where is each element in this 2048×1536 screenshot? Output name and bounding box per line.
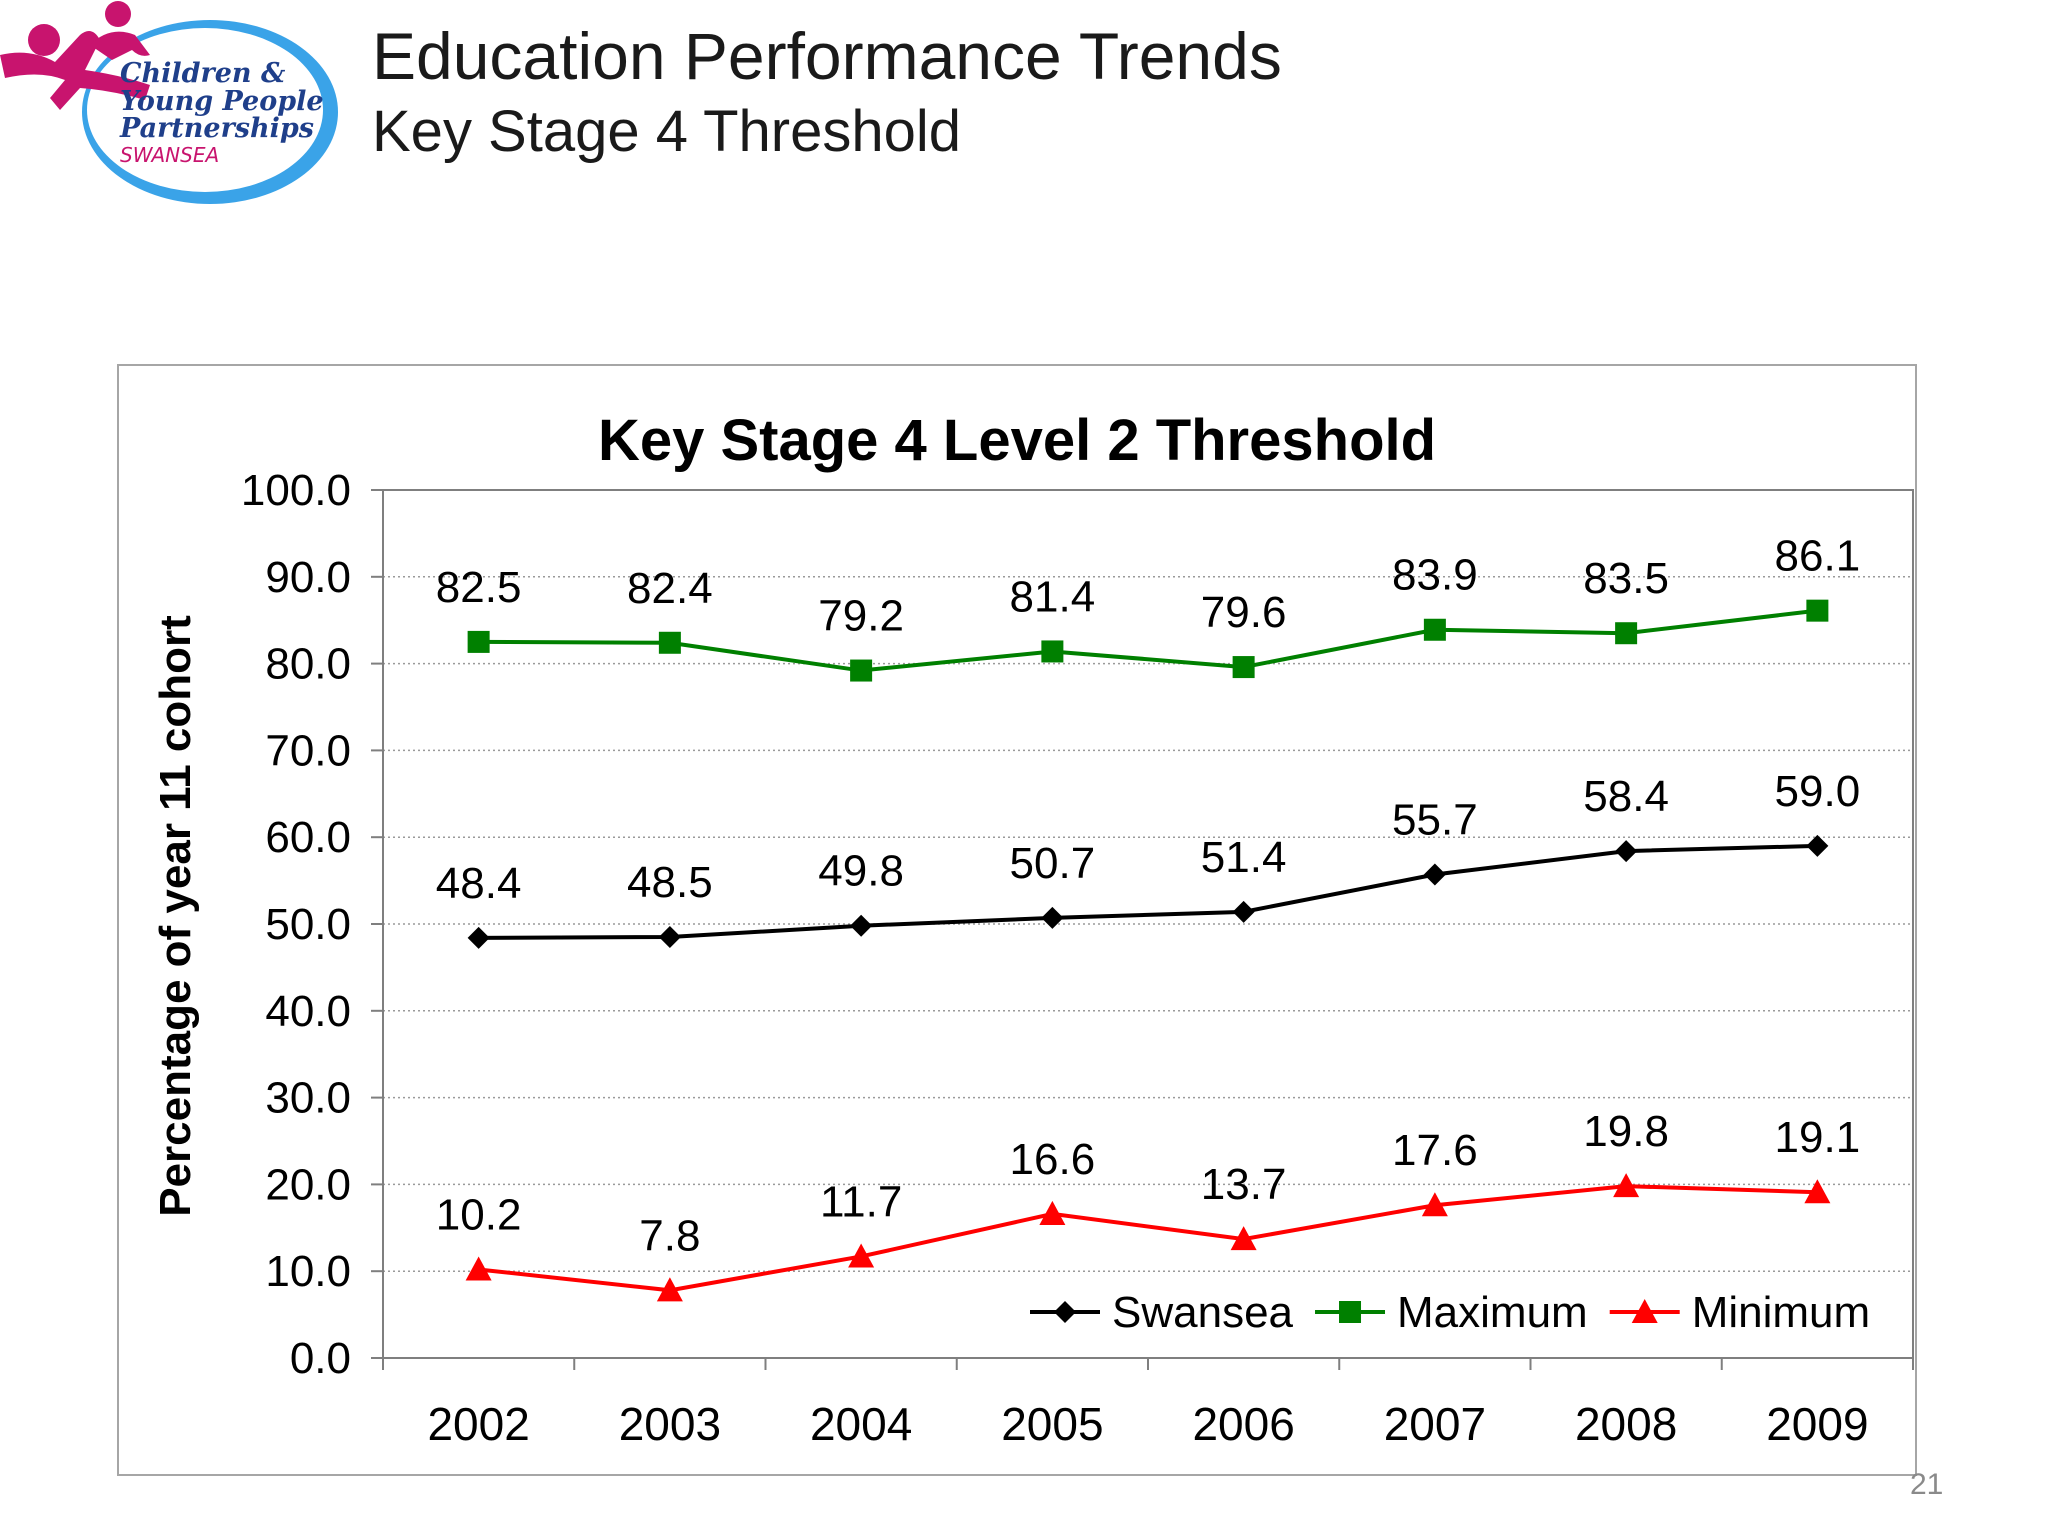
page-subtitle: Key Stage 4 Threshold xyxy=(372,99,961,164)
cypp-logo: Children & Young People Partnerships SWA… xyxy=(0,1,338,204)
data-point-swansea xyxy=(1423,863,1446,886)
series-line-minimum xyxy=(478,1184,1818,1293)
data-label-minimum: 7.8 xyxy=(639,1211,700,1260)
x-tick-label: 2009 xyxy=(1766,1398,1868,1450)
data-point-swansea xyxy=(1041,906,1064,929)
data-point-maximum xyxy=(1041,640,1064,663)
x-tick-label: 2008 xyxy=(1575,1398,1677,1450)
data-label-minimum: 10.2 xyxy=(436,1190,522,1239)
data-point-maximum xyxy=(658,631,681,654)
data-point-maximum xyxy=(1615,622,1638,645)
data-point-maximum xyxy=(467,630,490,653)
logo-figures-icon xyxy=(0,1,150,110)
data-point-swansea xyxy=(1615,840,1638,863)
legend-label-maximum: Maximum xyxy=(1397,1288,1588,1337)
data-label-swansea: 51.4 xyxy=(1201,833,1287,882)
data-label-maximum: 81.4 xyxy=(1010,572,1096,621)
legend-label-minimum: Minimum xyxy=(1692,1288,1870,1337)
data-label-swansea: 48.4 xyxy=(436,859,522,908)
data-label-minimum: 11.7 xyxy=(820,1177,902,1226)
data-point-maximum xyxy=(1423,618,1446,641)
y-tick-label: 80.0 xyxy=(265,640,351,689)
data-point-minimum xyxy=(1804,1179,1831,1204)
series-line-swansea xyxy=(478,843,1818,940)
y-tick-label: 40.0 xyxy=(265,987,351,1036)
data-label-swansea: 50.7 xyxy=(1010,839,1096,888)
data-point-maximum xyxy=(850,659,873,682)
data-label-minimum: 19.1 xyxy=(1775,1113,1861,1162)
y-tick-label: 10.0 xyxy=(265,1247,351,1296)
y-tick-label: 30.0 xyxy=(265,1074,351,1123)
data-label-minimum: 19.8 xyxy=(1583,1107,1669,1156)
logo-oval-inner xyxy=(87,28,323,192)
legend-marker-swansea xyxy=(1054,1301,1076,1323)
logo-line-2: Young People xyxy=(120,86,324,117)
series-line-maximum xyxy=(478,608,1818,673)
logo-line-3: Partnerships xyxy=(119,113,314,144)
y-tick-label: 70.0 xyxy=(265,726,351,775)
data-label-maximum: 82.5 xyxy=(436,563,522,612)
data-label-minimum: 13.7 xyxy=(1201,1160,1287,1209)
legend-marker-maximum xyxy=(1339,1301,1362,1323)
data-label-maximum: 83.5 xyxy=(1583,554,1669,603)
data-point-swansea xyxy=(1232,900,1255,923)
x-tick-label: 2003 xyxy=(619,1398,721,1450)
data-point-maximum xyxy=(1232,656,1255,679)
data-point-swansea xyxy=(850,914,873,937)
y-tick-label: 20.0 xyxy=(265,1160,351,1209)
data-label-maximum: 82.4 xyxy=(627,564,713,613)
y-tick-label: 0.0 xyxy=(290,1334,351,1383)
data-label-maximum: 83.9 xyxy=(1392,551,1478,600)
page-number: 21 xyxy=(1910,1468,1944,1501)
data-label-minimum: 16.6 xyxy=(1010,1135,1096,1184)
data-label-maximum: 79.2 xyxy=(818,592,904,641)
x-tick-label: 2006 xyxy=(1192,1398,1294,1450)
x-tick-label: 2007 xyxy=(1384,1398,1486,1450)
page-title: Education Performance Trends xyxy=(372,19,1282,93)
legend-marker-minimum xyxy=(1631,1299,1658,1324)
data-label-swansea: 48.5 xyxy=(627,858,713,907)
data-point-swansea xyxy=(658,926,681,949)
chart-title: Key Stage 4 Level 2 Threshold xyxy=(598,408,1436,473)
data-point-minimum xyxy=(1613,1173,1640,1198)
data-label-minimum: 17.6 xyxy=(1392,1126,1478,1175)
data-point-minimum xyxy=(1230,1226,1257,1251)
data-label-maximum: 79.6 xyxy=(1201,588,1287,637)
data-point-minimum xyxy=(1421,1192,1448,1217)
y-tick-label: 100.0 xyxy=(241,466,351,515)
data-label-swansea: 49.8 xyxy=(818,847,904,896)
data-label-swansea: 58.4 xyxy=(1583,772,1669,821)
legend-label-swansea: Swansea xyxy=(1112,1288,1294,1337)
x-tick-label: 2002 xyxy=(427,1398,529,1450)
data-point-maximum xyxy=(1806,599,1829,622)
data-label-swansea: 59.0 xyxy=(1775,767,1861,816)
y-tick-label: 60.0 xyxy=(265,813,351,862)
logo-line-1: Children & xyxy=(120,58,286,89)
y-tick-label: 90.0 xyxy=(265,553,351,602)
data-point-minimum xyxy=(848,1243,875,1268)
y-tick-label: 50.0 xyxy=(265,900,351,949)
data-point-swansea xyxy=(467,926,490,949)
logo-line-4: SWANSEA xyxy=(120,143,219,167)
data-label-maximum: 86.1 xyxy=(1775,532,1861,581)
x-tick-label: 2004 xyxy=(810,1398,912,1450)
y-axis-title: Percentage of year 11 cohort xyxy=(151,615,200,1217)
data-point-swansea xyxy=(1806,834,1829,857)
data-point-minimum xyxy=(465,1256,492,1281)
x-tick-label: 2005 xyxy=(1001,1398,1103,1450)
data-point-minimum xyxy=(1039,1200,1066,1225)
data-label-swansea: 55.7 xyxy=(1392,796,1478,845)
data-point-minimum xyxy=(656,1277,683,1302)
